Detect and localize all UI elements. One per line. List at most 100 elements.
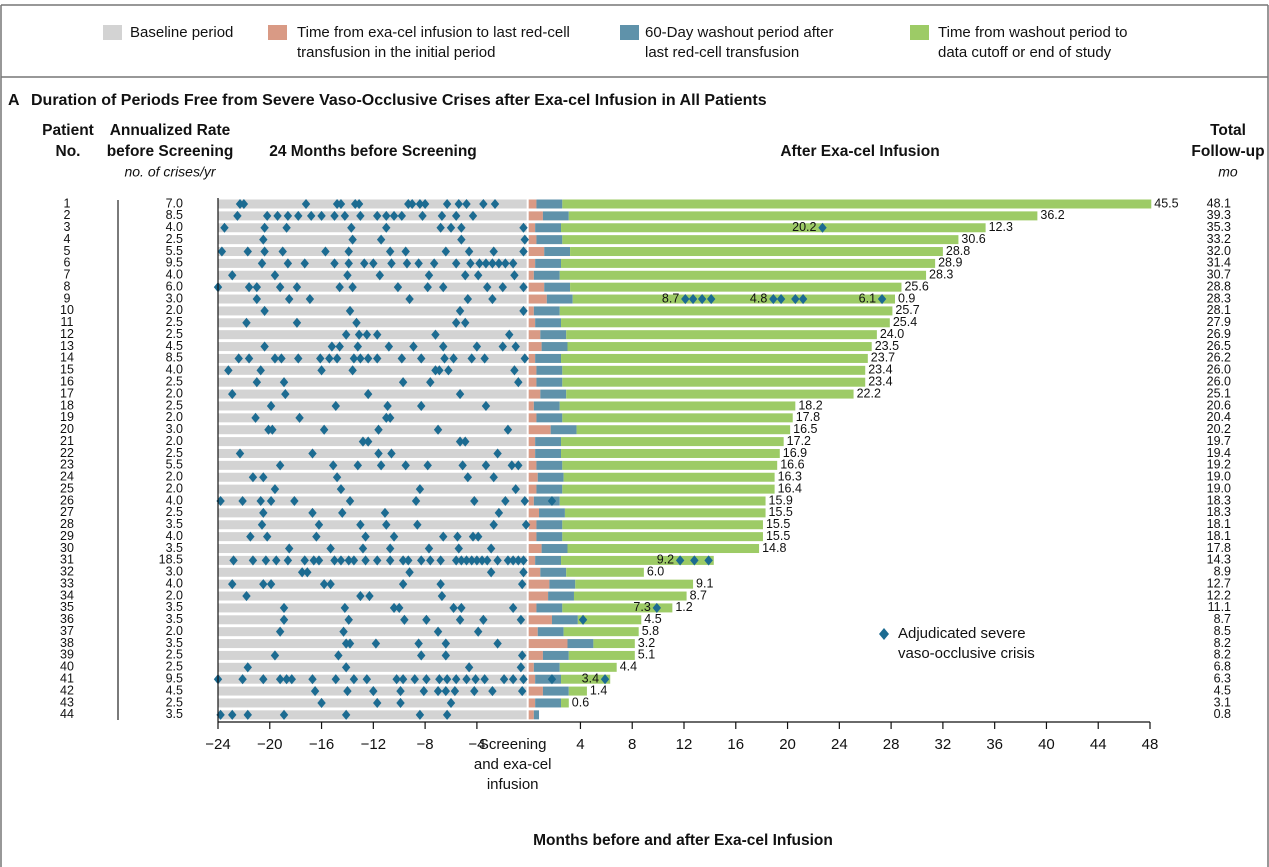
crisis-marker [246, 531, 255, 542]
baseline-bar [218, 223, 527, 233]
free-period-label: 5.1 [638, 648, 655, 662]
crisis-marker [398, 377, 408, 388]
crisis-marker [283, 258, 293, 269]
crisis-marker [279, 614, 289, 625]
free-bar [563, 472, 775, 482]
total-followup: 26.0 [1207, 363, 1231, 377]
crisis-marker [326, 543, 335, 554]
free-bar [561, 437, 784, 447]
crisis-marker [300, 258, 309, 269]
x-center-label: infusion [487, 776, 539, 793]
free-bar [559, 306, 893, 316]
baseline-bar [218, 520, 527, 530]
transfusion-bar [528, 496, 534, 506]
patient-number: 26 [60, 493, 74, 507]
baseline-bar [218, 567, 527, 577]
washout-bar [542, 686, 569, 696]
crisis-marker [435, 674, 444, 685]
crisis-marker [365, 591, 374, 602]
crisis-marker [314, 519, 324, 530]
crisis-marker [270, 353, 280, 364]
transfusion-bar [528, 389, 541, 399]
baseline-bar [218, 377, 527, 387]
baseline-bar [218, 472, 527, 482]
total-followup: 48.1 [1207, 196, 1231, 210]
crisis-marker [517, 650, 527, 661]
transfusion-bar [528, 555, 536, 565]
crisis-marker [275, 460, 285, 471]
crisis-marker [510, 270, 519, 281]
crisis-marker [397, 210, 407, 221]
patient-number: 5 [64, 244, 71, 258]
total-followup: 14.3 [1207, 553, 1231, 567]
crisis-marker [308, 674, 317, 685]
crisis-marker [414, 258, 423, 269]
transfusion-bar [528, 270, 534, 280]
crisis-marker [294, 210, 303, 221]
crisis-marker [400, 614, 409, 625]
crisis-marker [275, 626, 285, 637]
crisis-marker [520, 495, 529, 507]
transfusion-bar [528, 282, 545, 292]
transfusion-bar [528, 437, 536, 447]
crisis-marker [450, 686, 460, 697]
annualized-rate: 9.5 [166, 256, 183, 270]
annualized-rate: 8.5 [166, 351, 183, 365]
crisis-marker [348, 234, 357, 245]
crisis-marker [248, 472, 258, 483]
crisis-marker [451, 674, 461, 685]
free-period-label: 15.5 [766, 529, 790, 543]
crisis-marker [479, 198, 488, 210]
legend-label: Time from washout period to [938, 24, 1128, 41]
total-followup: 4.5 [1214, 683, 1231, 697]
crisis-marker [519, 567, 528, 578]
crisis-marker [257, 519, 267, 530]
header-rate-unit: no. of crises/yr [124, 164, 216, 180]
crisis-marker [261, 555, 271, 566]
crisis-marker [327, 341, 337, 352]
crisis-marker [341, 709, 351, 720]
crisis-marker [292, 282, 302, 293]
crisis-marker [268, 424, 277, 435]
free-bar [576, 425, 791, 435]
transfusion-bar [528, 544, 542, 554]
free-bar [562, 413, 793, 423]
free-period-label: 5.8 [642, 624, 659, 638]
crisis-marker [334, 650, 343, 661]
crisis-marker [371, 638, 381, 649]
crisis-marker [262, 531, 272, 542]
crisis-marker [238, 495, 247, 507]
crisis-marker [449, 602, 458, 613]
free-period-label: 0.9 [898, 291, 915, 305]
crisis-marker [409, 341, 418, 352]
header-after: After Exa-cel Infusion [780, 143, 939, 160]
crisis-marker [228, 579, 237, 590]
baseline-bar [218, 211, 527, 221]
annualized-rate: 2.0 [166, 481, 183, 495]
patient-number: 23 [60, 458, 74, 472]
crisis-marker [354, 198, 364, 210]
crisis-marker [260, 305, 269, 316]
crisis-marker [358, 543, 368, 554]
crisis-marker [422, 674, 431, 685]
crisis-marker [244, 282, 254, 293]
free-period-label: 6.0 [647, 565, 664, 579]
crisis-marker [283, 210, 293, 221]
free-period-label: 1.4 [590, 683, 607, 697]
crisis-marker [262, 210, 272, 221]
crisis-marker [501, 495, 510, 507]
x-tick-label: −12 [361, 736, 386, 753]
washout-bar [542, 211, 569, 221]
crisis-marker [228, 270, 237, 281]
crisis-marker [361, 555, 370, 566]
crisis-marker [332, 472, 342, 483]
total-followup: 19.0 [1207, 481, 1231, 495]
annualized-rate: 2.0 [166, 410, 183, 424]
free-period-label: 16.5 [793, 422, 817, 436]
annualized-rate: 3.0 [166, 565, 183, 579]
baseline-bar [218, 698, 527, 708]
baseline-bar [218, 650, 527, 660]
crisis-marker [455, 436, 465, 447]
free-bar [575, 579, 694, 589]
crisis-marker [547, 495, 557, 507]
